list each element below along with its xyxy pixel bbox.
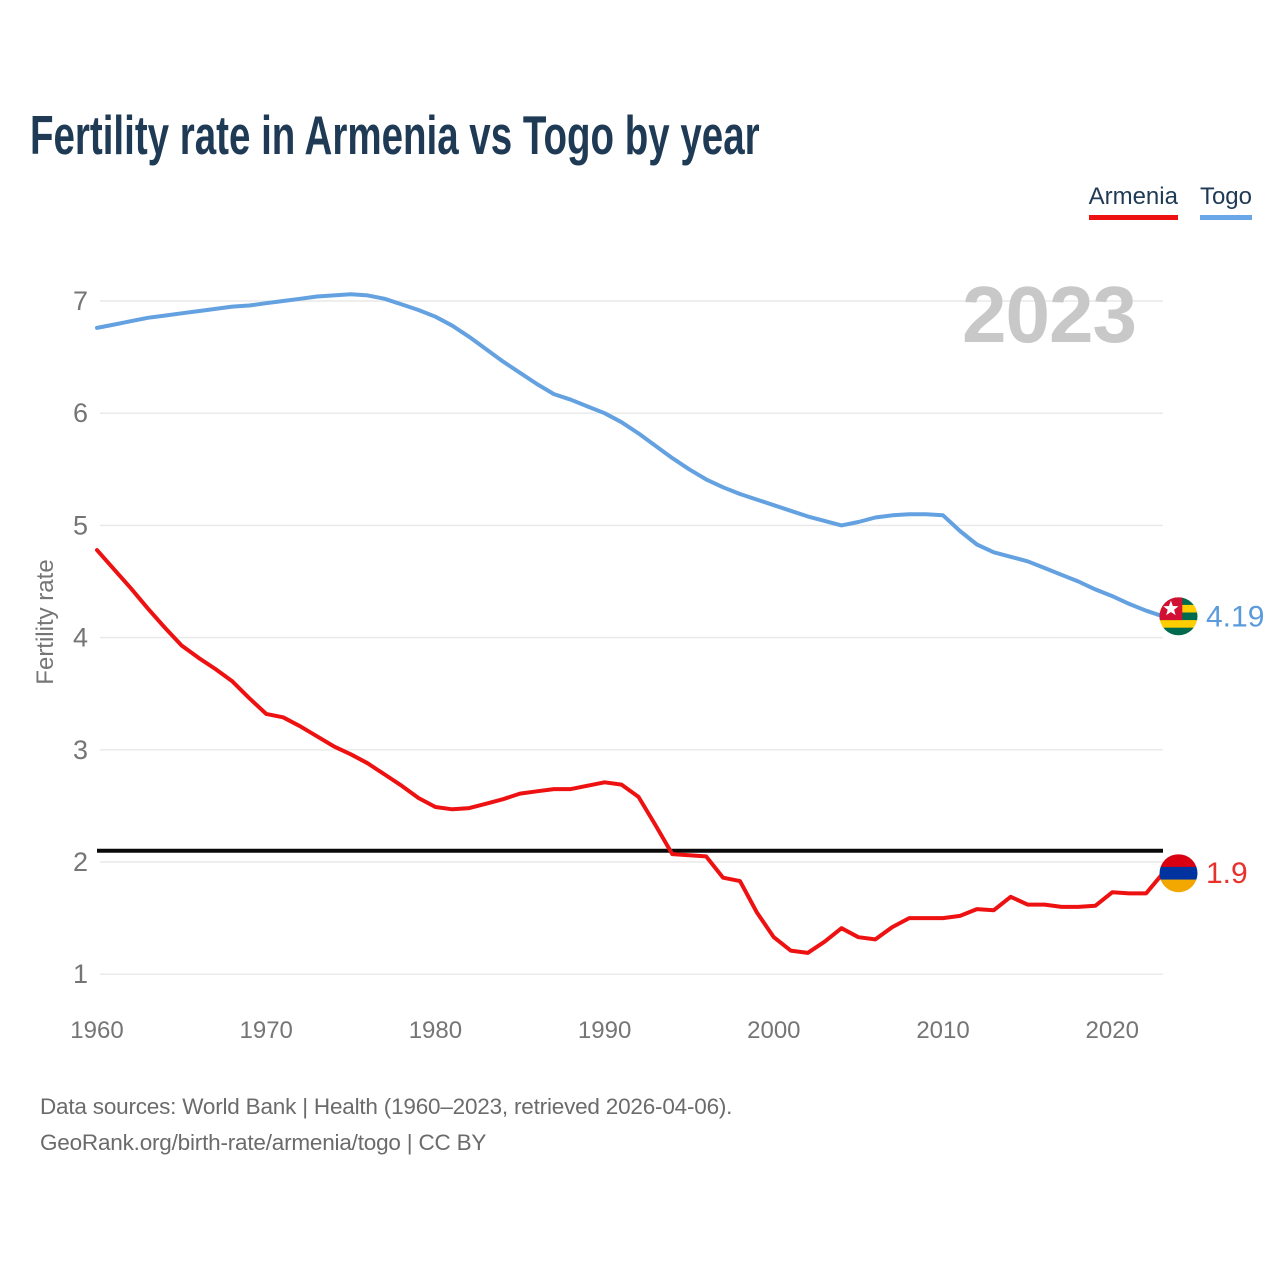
legend-item-togo[interactable]: Togo — [1199, 183, 1252, 220]
armenia-value-label: 1.9 — [1206, 857, 1248, 890]
togo-value-label: 4.19 — [1206, 600, 1264, 633]
y-tick-label: 1 — [73, 959, 88, 989]
x-tick-label: 2010 — [916, 1017, 969, 1044]
togo-star — [1163, 600, 1179, 616]
x-tick-label: 2000 — [747, 1017, 800, 1044]
x-tick-label: 1980 — [409, 1017, 462, 1044]
y-tick-label: 4 — [73, 623, 88, 653]
watermark-year: 2023 — [962, 270, 1136, 359]
armenia-flag-icon — [1159, 854, 1198, 893]
page-title: Fertility rate in Armenia vs Togo by yea… — [30, 104, 760, 166]
y-tick-label: 5 — [73, 510, 88, 540]
armenia-line — [95, 548, 1165, 955]
y-tick-label: 6 — [73, 398, 88, 428]
x-tick-label: 2020 — [1086, 1017, 1139, 1044]
footer: Data sources: World Bank | Health (1960–… — [40, 1089, 732, 1161]
y-tick-label: 7 — [73, 286, 88, 316]
y-axis-title: Fertility rate — [32, 559, 59, 685]
y-tick-label: 3 — [73, 735, 88, 765]
legend: Armenia Togo — [1088, 183, 1252, 220]
togo-line — [95, 292, 1165, 619]
x-tick-label: 1960 — [70, 1017, 123, 1044]
legend-item-armenia[interactable]: Armenia — [1088, 183, 1178, 220]
x-tick-label: 1990 — [578, 1017, 631, 1044]
footer-attribution-line: GeoRank.org/birth-rate/armenia/togo | CC… — [40, 1130, 487, 1155]
y-tick-label: 2 — [73, 847, 88, 877]
footer-sources-line: Data sources: World Bank | Health (1960–… — [40, 1094, 733, 1119]
togo-flag-icon — [1159, 597, 1198, 636]
x-tick-label: 1970 — [240, 1017, 293, 1044]
